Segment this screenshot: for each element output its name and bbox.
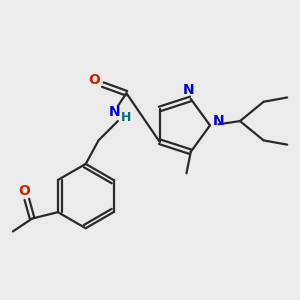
Text: N: N bbox=[109, 106, 121, 119]
Text: O: O bbox=[19, 184, 31, 198]
Text: N: N bbox=[183, 83, 194, 97]
Text: O: O bbox=[88, 74, 100, 87]
Text: H: H bbox=[121, 111, 132, 124]
Text: N: N bbox=[213, 114, 224, 128]
